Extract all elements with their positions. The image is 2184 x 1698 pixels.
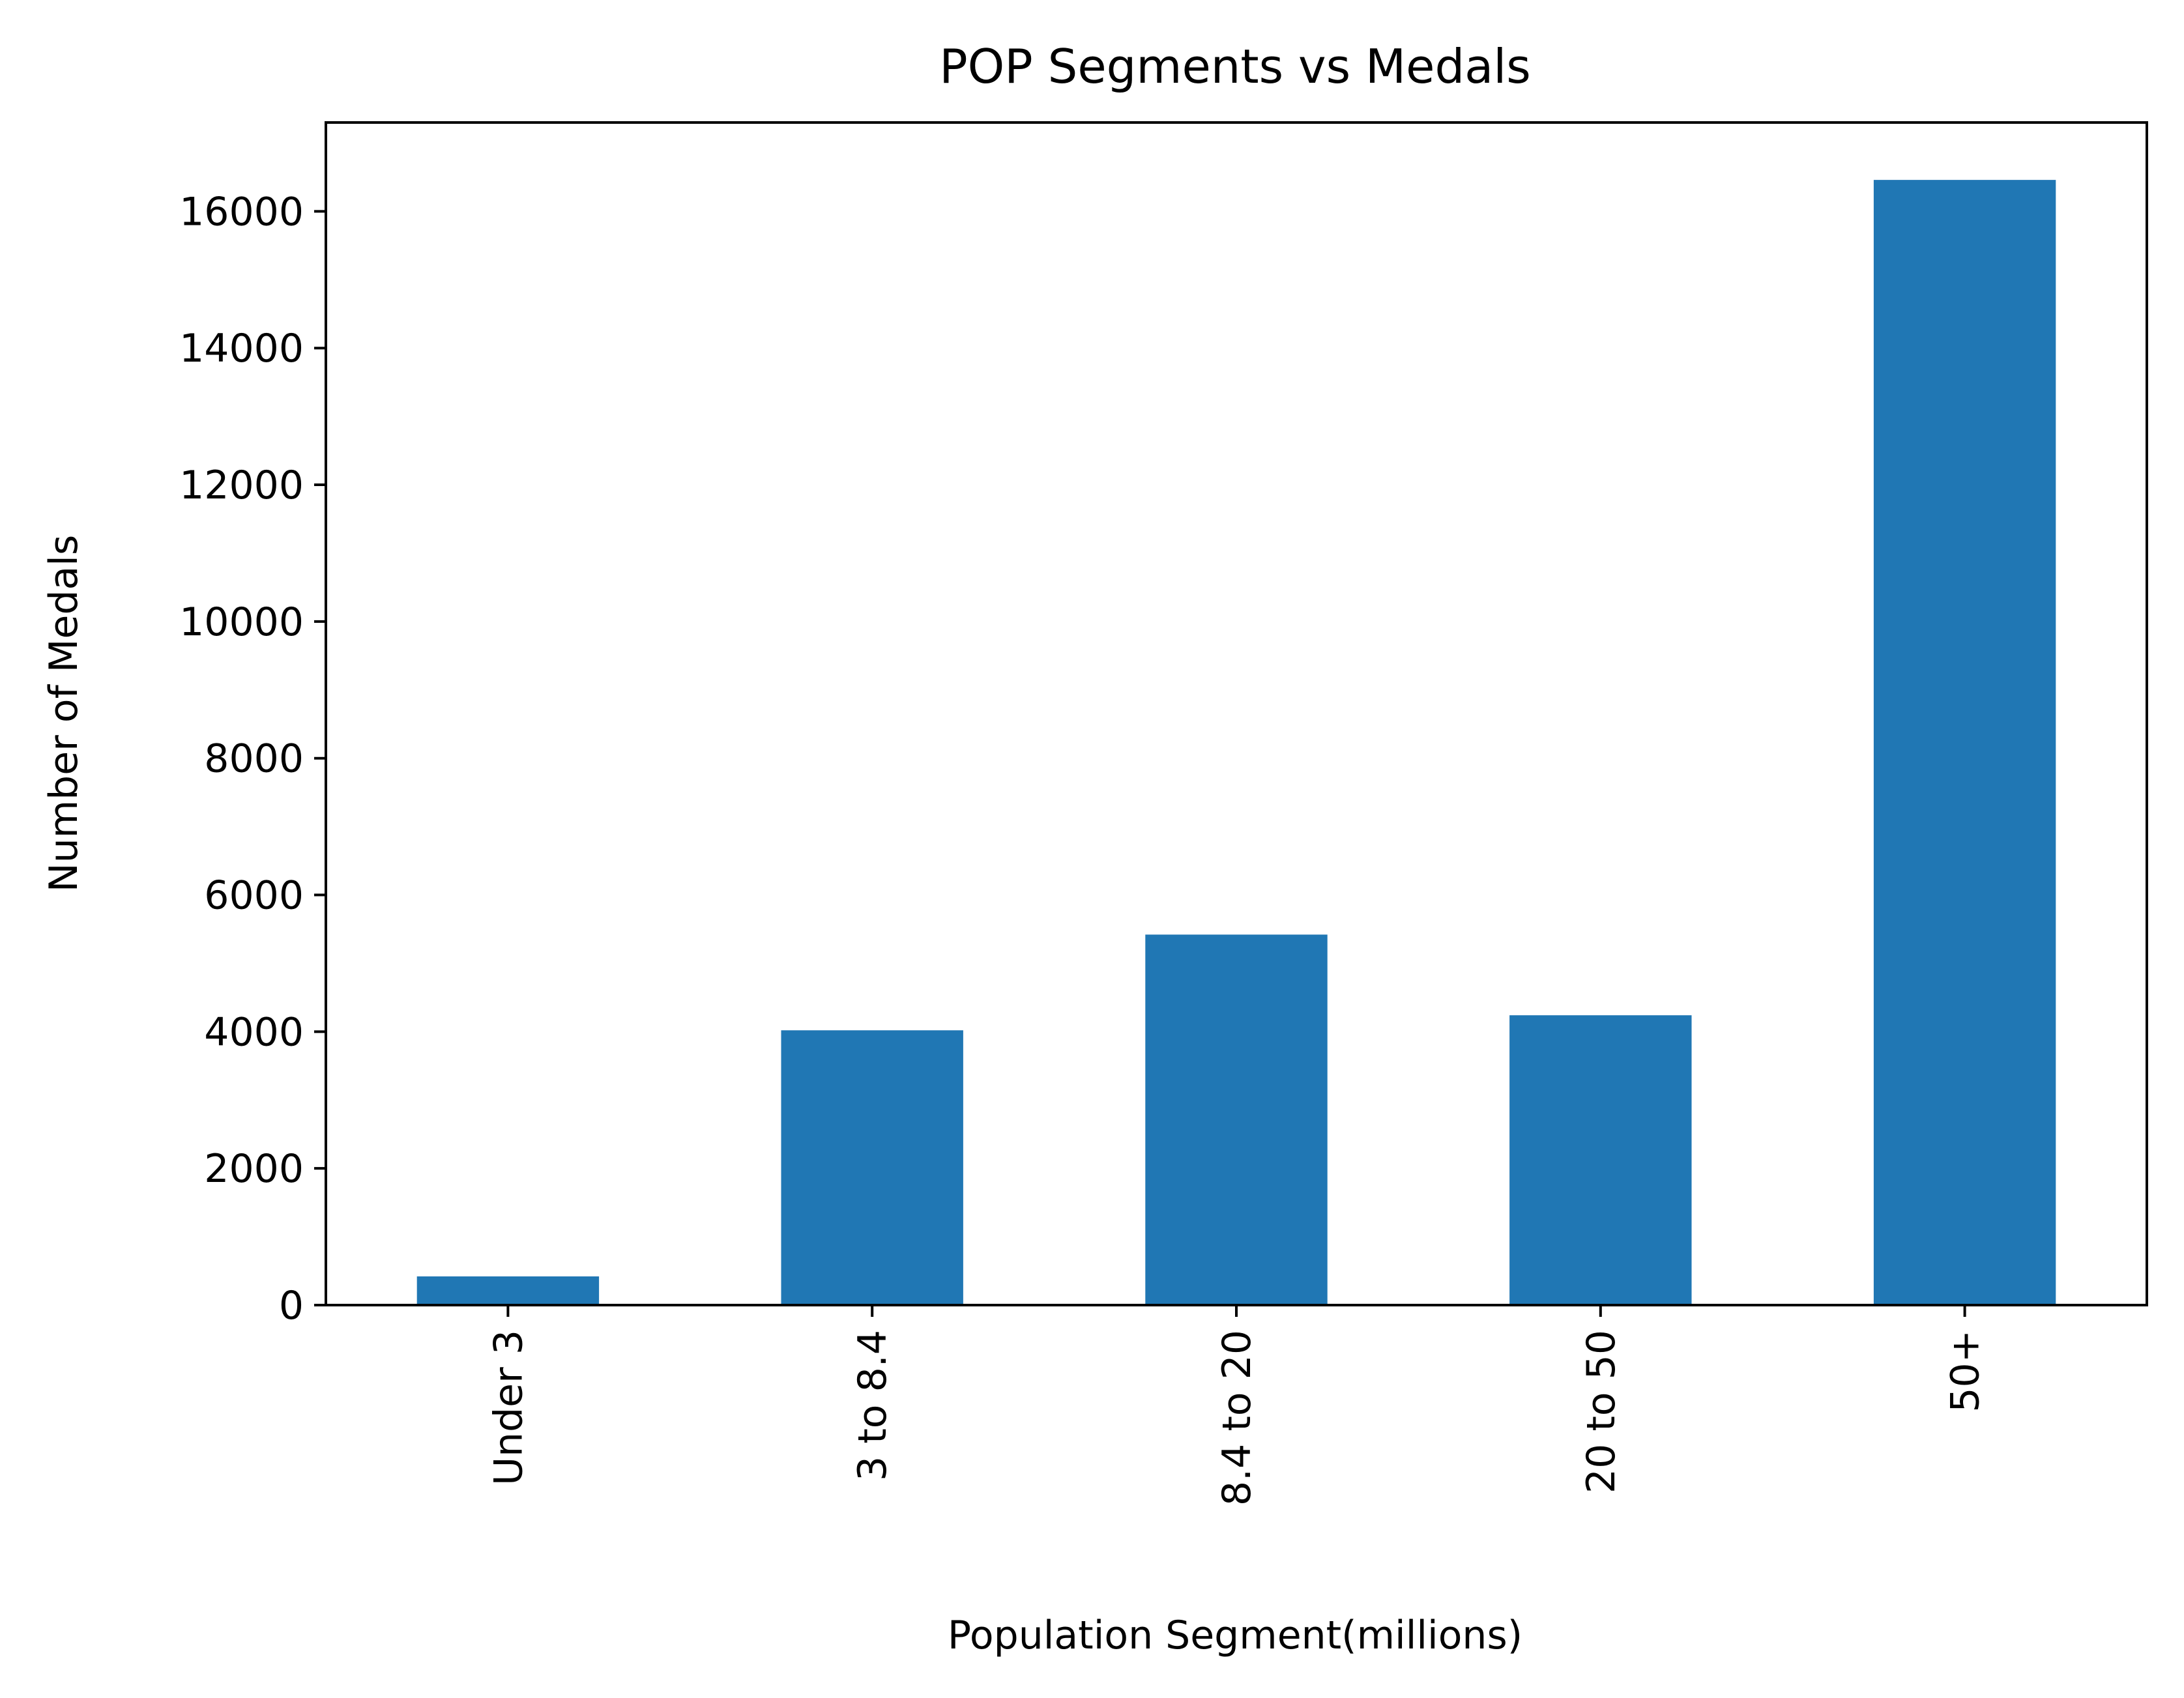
- y-tick-label: 10000: [179, 599, 304, 645]
- bars-group: [416, 180, 2056, 1305]
- y-tick-label: 12000: [179, 463, 304, 508]
- plot-area-frame: [325, 121, 2148, 1306]
- bar-under-3: [416, 1276, 600, 1305]
- bar-3-to-8-4: [781, 1030, 963, 1305]
- y-tick-label: 4000: [204, 1009, 304, 1055]
- x-axis-label: Population Segment(millions): [948, 1613, 1522, 1658]
- x-tick-label: 3 to 8.4: [850, 1330, 895, 1481]
- bar-8-4-to-20: [1145, 934, 1328, 1305]
- bar-50: [1873, 180, 2056, 1305]
- y-tick-label: 14000: [179, 326, 304, 371]
- x-tick-label: 20 to 50: [1579, 1330, 1624, 1493]
- y-axis-ticks: 0 2000 4000 6000 8000 10000 12000 14000 16000: [179, 189, 326, 1329]
- y-tick-label: 0: [279, 1283, 304, 1329]
- y-tick-label: 6000: [204, 873, 304, 919]
- y-tick-label: 16000: [179, 189, 304, 235]
- x-tick-label: Under 3: [486, 1330, 531, 1486]
- y-axis-label: Number of Medals: [41, 535, 87, 892]
- x-tick-label: 8.4 to 20: [1214, 1330, 1260, 1506]
- y-tick-label: 8000: [204, 736, 304, 782]
- bar-20-to-50: [1509, 1015, 1692, 1305]
- chart-title: POP Segments vs Medals: [939, 39, 1531, 94]
- y-tick-label: 2000: [204, 1146, 304, 1192]
- x-axis-ticks: Under 3 3 to 8.4 8.4 to 20 20 to 50 50+: [486, 1305, 1988, 1506]
- x-tick-label: 50+: [1943, 1330, 1988, 1413]
